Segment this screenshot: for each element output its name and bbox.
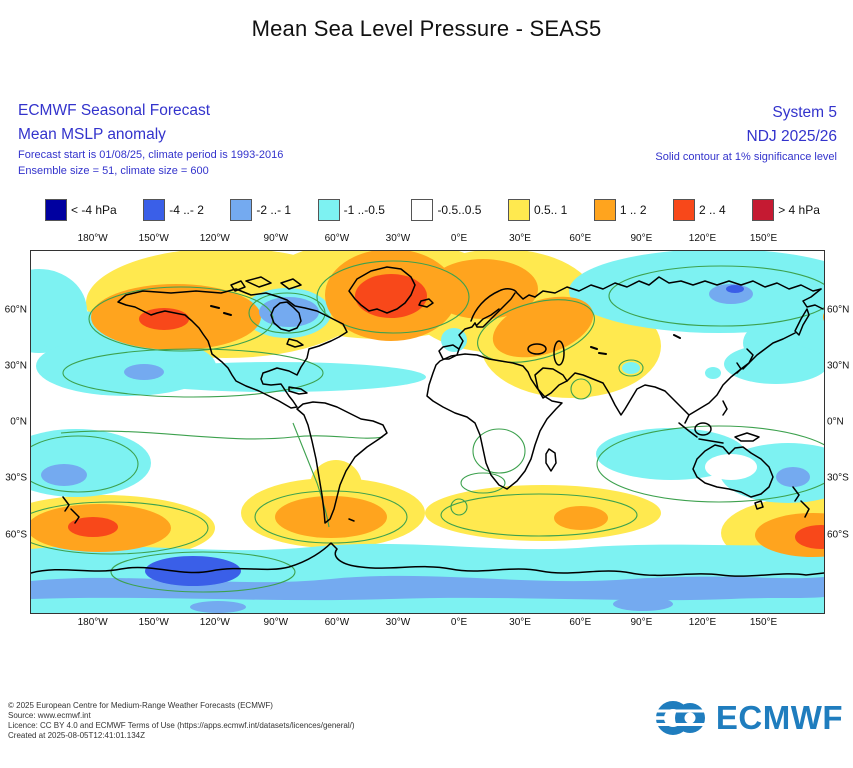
legend-item-2: -2 ..- 1 (230, 199, 291, 221)
legend-swatch (593, 199, 616, 221)
lat-tick-right-0: 60°N (827, 304, 850, 316)
ecmwf-logo-text: ECMWF (715, 699, 843, 736)
legend-item-0: < -4 hPa (45, 199, 117, 221)
lat-tick-left-1: 30°N (4, 360, 27, 372)
lon-tick-top-7: 30°E (509, 233, 531, 244)
mslp-anomaly-map (31, 251, 824, 613)
legend-item-4: -0.5..0.5 (411, 199, 481, 221)
legend-label: -4 ..- 2 (169, 203, 204, 217)
lon-tick-top-11: 150°E (749, 233, 778, 244)
legend-item-1: -4 ..- 2 (143, 199, 204, 221)
header-left: ECMWF Seasonal Forecast Mean MSLP anomal… (18, 99, 283, 179)
variable-name: Mean MSLP anomaly (18, 126, 166, 143)
lon-tick-bot-6: 0°E (450, 617, 468, 628)
ensemble-info: Ensemble size = 51, climate size = 600 (18, 165, 209, 177)
lat-tick-right-2: 0°N (827, 416, 844, 428)
product-name: ECMWF Seasonal Forecast (18, 102, 211, 119)
legend-item-7: 2 .. 4 (673, 199, 726, 221)
legend-label: 0.5.. 1 (533, 203, 568, 217)
footer-attribution: © 2025 European Centre for Medium-Range … (8, 701, 355, 741)
legend-swatch (45, 199, 67, 221)
legend-swatch (143, 199, 166, 221)
legend-label: 2 .. 4 (699, 203, 726, 217)
ecmwf-logo-icon (655, 701, 710, 735)
legend-item-8: > 4 hPa (752, 199, 820, 221)
lon-tick-top-2: 120°W (199, 233, 230, 244)
source-line: Source: www.ecmwf.int (8, 711, 91, 720)
lat-tick-left-4: 60°S (5, 529, 27, 541)
significance-note: Solid contour at 1% significance level (655, 151, 837, 163)
lon-tick-bot-11: 150°E (749, 617, 778, 628)
coastlines (31, 266, 824, 577)
legend-swatch (752, 199, 775, 221)
system-label: System 5 (772, 104, 837, 121)
lon-tick-bot-5: 30°W (385, 617, 411, 628)
lon-tick-top-9: 90°E (630, 233, 653, 244)
legend-label: -1 ..-0.5 (343, 203, 385, 217)
lon-tick-bot-4: 60°W (324, 617, 350, 628)
season-label: NDJ 2025/26 (746, 128, 837, 145)
lon-tick-bot-3: 90°W (263, 617, 289, 628)
lon-tick-top-8: 60°E (569, 233, 592, 244)
legend-item-3: -1 ..-0.5 (317, 199, 385, 221)
lon-tick-top-0: 180°W (77, 233, 108, 244)
lon-tick-bot-8: 60°E (569, 617, 592, 628)
lon-tick-top-3: 90°W (263, 233, 289, 244)
created-line: Created at 2025-08-05T12:41:01.134Z (8, 731, 145, 740)
legend-swatch (507, 199, 530, 221)
lon-tick-bot-1: 150°W (138, 617, 169, 628)
color-legend: < -4 hPa -4 ..- 2 -2 ..- 1 -1 ..-0.5 -0.5..0… (45, 199, 820, 221)
legend-swatch (673, 199, 696, 221)
legend-label: < -4 hPa (71, 203, 117, 217)
lon-tick-top-5: 30°W (385, 233, 411, 244)
lon-tick-bot-7: 30°E (509, 617, 531, 628)
ecmwf-logo: ECMWF (655, 698, 843, 738)
legend-label: > 4 hPa (778, 203, 820, 217)
legend-item-5: 0.5.. 1 (507, 199, 568, 221)
lon-tick-bot-2: 120°W (199, 617, 230, 628)
licence-line: Licence: CC BY 4.0 and ECMWF Terms of Us… (8, 721, 355, 730)
legend-swatch (230, 199, 253, 221)
legend-item-6: 1 .. 2 (593, 199, 647, 221)
lat-tick-right-1: 30°N (827, 360, 850, 372)
lat-tick-right-4: 60°S (827, 529, 849, 541)
anomaly-fill-red (68, 274, 824, 549)
lat-tick-left-3: 30°S (5, 472, 27, 484)
legend-swatch (411, 199, 434, 221)
lat-tick-left-0: 60°N (4, 304, 27, 316)
world-map (30, 250, 825, 614)
australia-neutral-gap (705, 454, 757, 480)
significance-contours (31, 260, 824, 593)
anomaly-fill-lightblue (41, 284, 810, 487)
antarctic-bands (31, 556, 824, 613)
anomaly-fill-royalblue (726, 285, 744, 293)
lon-tick-bot-10: 120°E (688, 617, 717, 628)
copyright-line: © 2025 European Centre for Medium-Range … (8, 701, 273, 710)
legend-label: 1 .. 2 (619, 203, 647, 217)
lon-tick-bot-9: 90°E (630, 617, 653, 628)
lon-tick-top-10: 120°E (688, 233, 717, 244)
legend-swatch (317, 199, 340, 221)
forecast-start: Forecast start is 01/08/25, climate peri… (18, 149, 284, 161)
lat-tick-right-3: 30°S (827, 472, 849, 484)
lon-tick-top-1: 150°W (138, 233, 169, 244)
header-right: System 5 NDJ 2025/26 Solid contour at 1%… (655, 101, 837, 165)
legend-label: -0.5..0.5 (437, 203, 482, 217)
lon-tick-top-6: 0°E (450, 233, 468, 244)
lat-tick-left-2: 0°N (10, 416, 27, 428)
legend-label: -2 ..- 1 (256, 203, 292, 217)
page-title: Mean Sea Level Pressure - SEAS5 (251, 16, 602, 41)
lon-tick-top-4: 60°W (324, 233, 350, 244)
lon-tick-bot-0: 180°W (77, 617, 108, 628)
